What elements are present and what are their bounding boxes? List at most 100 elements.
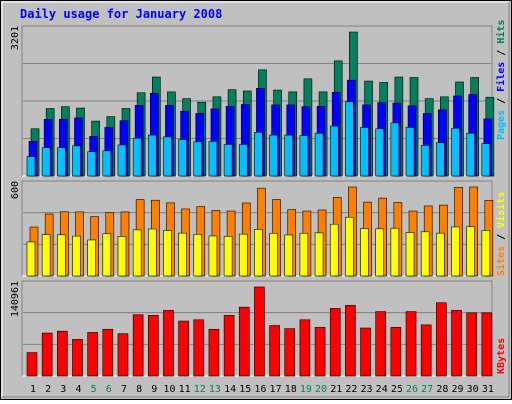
kbytes-bar [299, 319, 311, 377]
visits-bar [269, 232, 278, 277]
hits-ymax-label: 3201 [10, 26, 21, 50]
day-label: 12 [194, 384, 206, 395]
pages-bar [117, 144, 127, 177]
kbytes-bar [405, 311, 417, 377]
visits-bar [254, 229, 263, 277]
kbytes-bar [451, 310, 462, 377]
day-labels: 1 2 3 4 5 6 7 8 9 10 11 12 13 14 15 16 17 18 19 20 21 22 23 24 2… [30, 384, 494, 395]
visits-bar [26, 241, 36, 277]
day-label: 27 [421, 384, 433, 395]
visits-bar [41, 234, 51, 277]
visits-bar [238, 233, 248, 277]
day-label: 21 [330, 384, 342, 395]
visits-bar [466, 226, 475, 277]
day-label: 3 [60, 384, 66, 395]
visits-bar [405, 232, 415, 277]
visits-bar [360, 228, 369, 277]
visits-bar [208, 235, 218, 277]
day-label: 30 [467, 384, 479, 395]
visits-bar [420, 231, 430, 277]
kbytes-bar [72, 339, 83, 377]
visits-bar [193, 234, 203, 277]
kbytes-bar [147, 315, 159, 377]
pages-bar [254, 132, 263, 177]
day-label: 14 [224, 384, 236, 395]
visits-bar [132, 229, 142, 277]
legend-separator: / [496, 44, 507, 62]
kbytes-bar [26, 352, 38, 377]
kbytes-bar [238, 306, 250, 377]
kbytes-bar [360, 327, 371, 377]
kbytes-bar [223, 315, 235, 377]
visits-bar [436, 232, 445, 277]
day-label: 1 [30, 384, 36, 395]
kbytes-bar [375, 311, 387, 377]
pages-bar [147, 134, 157, 177]
day-label: 31 [482, 384, 494, 395]
kbytes-bar [163, 310, 174, 377]
pages-bar [102, 150, 112, 177]
legend-pages-files-hits: Pages / Files / Hits [495, 20, 507, 140]
legend-sites: Sites [495, 246, 507, 276]
legend-pages: Pages [496, 110, 507, 140]
kbytes-ymax-label: 140961 [10, 281, 21, 317]
pages-bar [375, 128, 385, 177]
legend-sites-visits: Sites / Visits [495, 192, 507, 276]
visits-bar [345, 216, 354, 277]
kbytes-bar [254, 286, 265, 377]
pages-bar [466, 132, 475, 177]
legend-separator: / [496, 228, 507, 246]
day-label: 8 [136, 384, 142, 395]
day-label: 18 [285, 384, 297, 395]
day-label: 25 [391, 384, 403, 395]
visits-bar [284, 234, 294, 277]
day-label: 29 [451, 384, 463, 395]
visits-bar [451, 226, 460, 277]
kbytes-bar [436, 302, 447, 377]
pages-bar [436, 142, 445, 177]
pages-bar [223, 144, 233, 177]
kbytes-bar [481, 312, 493, 377]
day-label: 6 [106, 384, 112, 395]
visits-bar [329, 223, 339, 277]
day-label: 5 [91, 384, 97, 395]
visits-bar [163, 230, 172, 277]
kbytes-bar [314, 327, 326, 377]
hits-files-pages-panel [21, 25, 495, 177]
kbytes-bar [420, 324, 432, 377]
kbytes-bar [57, 330, 68, 377]
day-label: 20 [315, 384, 327, 395]
day-label: 9 [151, 384, 157, 395]
visits-bar [481, 230, 491, 277]
visits-bar [102, 233, 112, 277]
day-label: 16 [254, 384, 266, 395]
pages-bar [345, 101, 354, 177]
pages-bar [26, 156, 36, 177]
day-label: 7 [121, 384, 127, 395]
kbytes-bar [41, 332, 53, 377]
sites-visits-panel [21, 180, 494, 277]
pages-bar [178, 139, 187, 177]
pages-bar [57, 147, 66, 177]
day-label: 17 [270, 384, 282, 395]
day-label: 23 [361, 384, 373, 395]
pages-bar [405, 127, 415, 177]
kbytes-bar [390, 327, 402, 377]
pages-bar [299, 135, 309, 177]
pages-bar [41, 147, 51, 177]
pages-bar [87, 151, 96, 177]
pages-bar [390, 122, 400, 177]
visits-bar [87, 239, 96, 277]
visits-bar [390, 227, 400, 277]
kbytes-bar [329, 308, 341, 377]
kbytes-bar [208, 328, 220, 377]
day-label: 28 [436, 384, 448, 395]
kbytes-bar [193, 319, 205, 377]
legend-files: Files [495, 62, 507, 92]
legend-visits: Visits [495, 192, 507, 228]
pages-bar [269, 134, 278, 177]
kbytes-bar [466, 312, 477, 377]
pages-bar [314, 132, 324, 177]
kbytes-bar [102, 328, 114, 377]
kbytes-bar [117, 333, 129, 377]
